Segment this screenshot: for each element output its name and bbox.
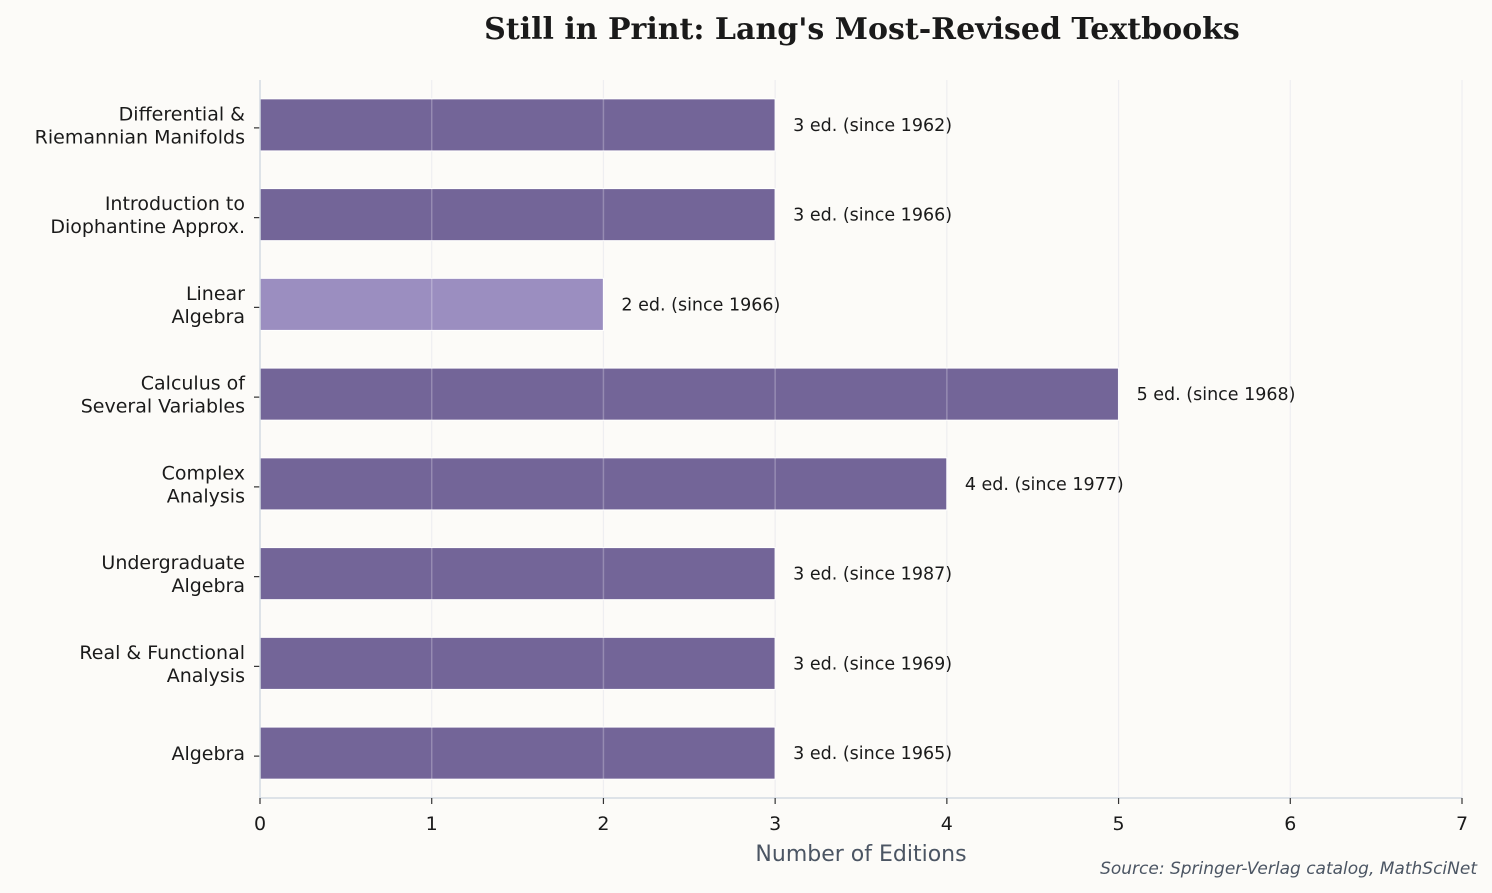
y-tick-label: Introduction to <box>105 193 245 215</box>
bar <box>259 457 948 511</box>
y-tick-label: Algebra <box>171 743 245 765</box>
y-tick-label: Analysis <box>167 485 245 507</box>
x-tick-label: 0 <box>254 813 266 835</box>
bar <box>259 98 776 152</box>
x-tick-label: 7 <box>1456 813 1468 835</box>
y-tick-label: Undergraduate <box>101 552 245 574</box>
bar <box>259 367 1120 421</box>
y-tick-label: Several Variables <box>81 396 245 418</box>
bar-value-label: 3 ed. (since 1965) <box>793 744 952 764</box>
source-note: Source: Springer-Verlag catalog, MathSci… <box>1100 859 1478 879</box>
y-tick-label: Diophantine Approx. <box>50 216 245 238</box>
bars <box>259 98 1120 780</box>
bar-value-label: 2 ed. (since 1966) <box>621 295 780 315</box>
x-tick-label: 6 <box>1284 813 1296 835</box>
y-tick-label: Algebra <box>171 306 245 328</box>
y-tick-label: Calculus of <box>141 373 247 395</box>
chart-title: Still in Print: Lang's Most-Revised Text… <box>484 12 1240 47</box>
x-tick-label: 2 <box>597 813 609 835</box>
y-tick-label: Riemannian Manifolds <box>35 126 245 148</box>
bar-value-label: 3 ed. (since 1966) <box>793 206 952 226</box>
bar-value-label: 3 ed. (since 1969) <box>793 654 952 674</box>
bar <box>259 726 776 780</box>
bar <box>259 188 776 242</box>
y-tick-label: Differential & <box>119 103 246 125</box>
bar-value-labels: 3 ed. (since 1962) 3 ed. (since 1966) 2 ed… <box>621 116 1295 764</box>
x-axis-label: Number of Editions <box>755 842 966 867</box>
y-tick-label: Algebra <box>171 575 245 597</box>
y-tick-label: Analysis <box>167 665 245 687</box>
bar-value-label: 4 ed. (since 1977) <box>965 475 1124 495</box>
bar-value-label: 3 ed. (since 1987) <box>793 565 952 585</box>
x-tick-label: 4 <box>941 813 953 835</box>
y-tick-label: Linear <box>186 283 245 305</box>
bar-value-label: 3 ed. (since 1962) <box>793 116 952 136</box>
axes <box>254 80 1463 804</box>
x-tick-labels: 0 1 2 3 4 5 6 7 <box>254 813 1468 835</box>
x-tick-label: 1 <box>426 813 438 835</box>
x-tick-label: 5 <box>1113 813 1125 835</box>
bar <box>259 547 776 601</box>
y-tick-label: Real & Functional <box>79 642 245 664</box>
bar-value-label: 5 ed. (since 1968) <box>1137 385 1296 405</box>
x-tick-label: 3 <box>769 813 781 835</box>
y-tick-labels: Differential &Riemannian Manifolds Introd… <box>35 103 247 765</box>
y-tick-label: Complex <box>162 462 245 484</box>
gridlines-overlay <box>430 80 1463 798</box>
bar <box>259 636 776 690</box>
